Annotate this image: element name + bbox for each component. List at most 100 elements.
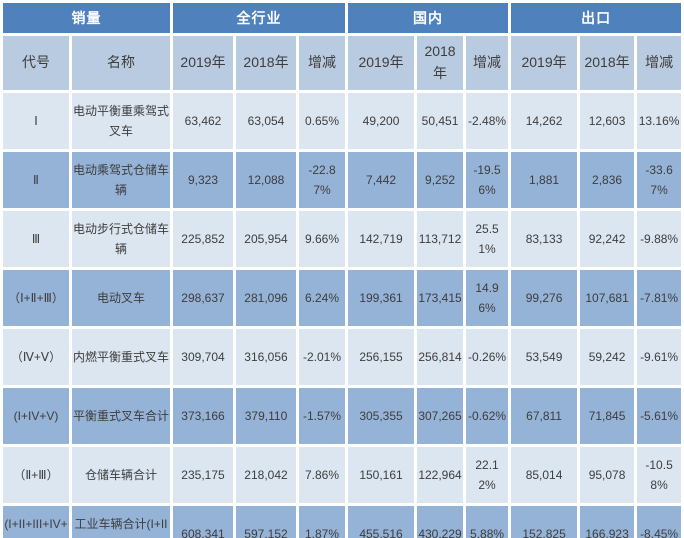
value-cell: -2.48% — [466, 93, 509, 149]
value-cell: 379,110 — [236, 388, 296, 444]
header-group-industry: 全行业 — [173, 3, 346, 33]
col-header-export-change: 增减 — [637, 36, 682, 90]
col-header-industry-change: 增减 — [299, 36, 346, 90]
row-name-cell: 电动平衡重乘驾式叉车 — [72, 93, 170, 149]
value-cell: 150,161 — [348, 447, 415, 503]
value-cell: -9.88% — [637, 211, 682, 267]
column-header-row: 代号 名称 2019年 2018年 增减 2019年 2018年 增减 2019… — [3, 36, 682, 90]
value-cell: 53,549 — [511, 329, 578, 385]
value-cell: 1,881 — [511, 152, 578, 208]
table-row: Ⅰ 电动平衡重乘驾式叉车 63,462 63,054 0.65% 49,200 … — [3, 93, 682, 149]
value-cell: 99,276 — [511, 270, 578, 326]
value-cell: 298,637 — [173, 270, 233, 326]
col-header-export-2018: 2018年 — [580, 36, 635, 90]
col-header-industry-2018: 2018年 — [236, 36, 296, 90]
value-cell: -7.81% — [637, 270, 682, 326]
row-name-cell: 内燃平衡重式叉车 — [72, 329, 170, 385]
value-cell: -0.26% — [466, 329, 509, 385]
value-cell: 218,042 — [236, 447, 296, 503]
value-cell: 166,923 — [580, 506, 635, 538]
col-header-export-2019: 2019年 — [511, 36, 578, 90]
value-cell: 235,175 — [173, 447, 233, 503]
header-group-domestic: 国内 — [348, 3, 509, 33]
header-group-export: 出口 — [511, 3, 682, 33]
value-cell: 430,229 — [417, 506, 464, 538]
col-header-code: 代号 — [3, 36, 69, 90]
value-cell: 152,825 — [511, 506, 578, 538]
value-cell: 9,323 — [173, 152, 233, 208]
value-cell: 199,361 — [348, 270, 415, 326]
value-cell: 95,078 — [580, 447, 635, 503]
table-row: Ⅲ 电动步行式仓储车辆 225,852 205,954 9.66% 142,71… — [3, 211, 682, 267]
col-header-industry-2019: 2019年 — [173, 36, 233, 90]
value-cell: 122,964 — [417, 447, 464, 503]
value-cell: 107,681 — [580, 270, 635, 326]
value-cell: -22.87% — [299, 152, 346, 208]
value-cell: -2.01% — [299, 329, 346, 385]
value-cell: 281,096 — [236, 270, 296, 326]
value-cell: 92,242 — [580, 211, 635, 267]
value-cell: 205,954 — [236, 211, 296, 267]
value-cell: 1.87% — [299, 506, 346, 538]
value-cell: 305,355 — [348, 388, 415, 444]
table-row: （Ⅱ+Ⅲ） 仓储车辆合计 235,175 218,042 7.86% 150,1… — [3, 447, 682, 503]
value-cell: -9.61% — [637, 329, 682, 385]
value-cell: -1.57% — [299, 388, 346, 444]
table-row: (I+IV+V) 平衡重式叉车合计 373,166 379,110 -1.57%… — [3, 388, 682, 444]
table-row: (I+II+III+IV+V) 工业车辆合计(I+II+III+IV+V) 60… — [3, 506, 682, 538]
value-cell: 13.16% — [637, 93, 682, 149]
value-cell: 63,462 — [173, 93, 233, 149]
value-cell: 142,719 — [348, 211, 415, 267]
row-code-cell: （Ⅱ+Ⅲ） — [3, 447, 69, 503]
value-cell: 225,852 — [173, 211, 233, 267]
value-cell: 316,056 — [236, 329, 296, 385]
table-row: （Ⅰ+Ⅱ+Ⅲ） 电动叉车 298,637 281,096 6.24% 199,3… — [3, 270, 682, 326]
value-cell: 67,811 — [511, 388, 578, 444]
value-cell: 49,200 — [348, 93, 415, 149]
value-cell: 0.65% — [299, 93, 346, 149]
value-cell: 6.24% — [299, 270, 346, 326]
row-code-cell: （Ⅰ+Ⅱ+Ⅲ） — [3, 270, 69, 326]
value-cell: -8.45% — [637, 506, 682, 538]
value-cell: 256,155 — [348, 329, 415, 385]
table-row: （Ⅳ+Ⅴ） 内燃平衡重式叉车 309,704 316,056 -2.01% 25… — [3, 329, 682, 385]
value-cell: 83,133 — [511, 211, 578, 267]
value-cell: 113,712 — [417, 211, 464, 267]
value-cell: 14.96% — [466, 270, 509, 326]
value-cell: 7,442 — [348, 152, 415, 208]
value-cell: 50,451 — [417, 93, 464, 149]
value-cell: 85,014 — [511, 447, 578, 503]
value-cell: 173,415 — [417, 270, 464, 326]
row-name-cell: 电动叉车 — [72, 270, 170, 326]
row-name-cell: 电动步行式仓储车辆 — [72, 211, 170, 267]
col-header-domestic-change: 增减 — [466, 36, 509, 90]
value-cell: 12,088 — [236, 152, 296, 208]
value-cell: 2,836 — [580, 152, 635, 208]
value-cell: -10.58% — [637, 447, 682, 503]
header-group-sales: 销量 — [3, 3, 170, 33]
row-code-cell: （Ⅳ+Ⅴ） — [3, 329, 69, 385]
value-cell: 307,265 — [417, 388, 464, 444]
table-row: Ⅱ 电动乘驾式仓储车辆 9,323 12,088 -22.87% 7,442 9… — [3, 152, 682, 208]
value-cell: 455,516 — [348, 506, 415, 538]
row-code-cell: Ⅱ — [3, 152, 69, 208]
value-cell: 309,704 — [173, 329, 233, 385]
value-cell: 14,262 — [511, 93, 578, 149]
row-name-cell: 平衡重式叉车合计 — [72, 388, 170, 444]
value-cell: 25.51% — [466, 211, 509, 267]
col-header-domestic-2018: 2018年 — [417, 36, 464, 90]
value-cell: -5.61% — [637, 388, 682, 444]
row-code-cell: Ⅲ — [3, 211, 69, 267]
header-group-row: 销量 全行业 国内 出口 — [3, 3, 682, 33]
row-name-cell: 电动乘驾式仓储车辆 — [72, 152, 170, 208]
row-code-cell: (I+II+III+IV+V) — [3, 506, 69, 538]
value-cell: 256,814 — [417, 329, 464, 385]
col-header-domestic-2019: 2019年 — [348, 36, 415, 90]
value-cell: -33.67% — [637, 152, 682, 208]
value-cell: -0.62% — [466, 388, 509, 444]
value-cell: -19.56% — [466, 152, 509, 208]
row-code-cell: (I+IV+V) — [3, 388, 69, 444]
row-name-cell: 仓储车辆合计 — [72, 447, 170, 503]
value-cell: 59,242 — [580, 329, 635, 385]
